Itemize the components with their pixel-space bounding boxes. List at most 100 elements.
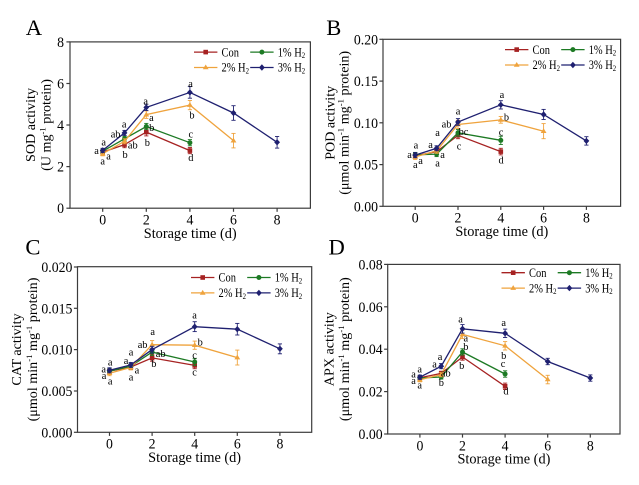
- svg-text:Storage time (d): Storage time (d): [457, 452, 550, 468]
- svg-text:Con: Con: [533, 44, 551, 57]
- svg-text:0.06: 0.06: [359, 299, 383, 316]
- svg-text:0: 0: [99, 212, 106, 229]
- svg-text:b: b: [198, 337, 203, 348]
- svg-text:ab: ab: [442, 120, 452, 131]
- svg-text:a: a: [435, 159, 440, 170]
- svg-text:b: b: [189, 111, 194, 122]
- svg-text:bc: bc: [459, 127, 469, 138]
- svg-text:(μmol min-1 mg-1 protein): (μmol min-1 mg-1 protein): [335, 51, 352, 195]
- svg-text:6: 6: [234, 436, 241, 453]
- svg-text:a: a: [411, 376, 416, 387]
- svg-text:ab: ab: [138, 340, 148, 351]
- svg-text:b: b: [459, 361, 464, 372]
- svg-text:a: a: [149, 113, 154, 124]
- svg-text:a: a: [414, 140, 419, 151]
- svg-text:Con: Con: [219, 272, 237, 285]
- svg-text:D: D: [329, 235, 345, 260]
- svg-text:8: 8: [274, 212, 281, 229]
- svg-text:a: a: [129, 347, 134, 358]
- svg-text:2% H2: 2% H2: [219, 287, 247, 301]
- svg-text:a: a: [101, 138, 106, 149]
- svg-text:A: A: [26, 15, 43, 40]
- svg-text:2% H2: 2% H2: [222, 62, 250, 76]
- svg-text:a: a: [101, 365, 106, 376]
- svg-text:a: a: [428, 140, 433, 151]
- svg-text:b: b: [151, 359, 156, 370]
- svg-text:2: 2: [459, 438, 466, 455]
- svg-text:0.00: 0.00: [354, 199, 378, 216]
- svg-text:SOD activity: SOD activity: [23, 88, 39, 162]
- svg-text:b: b: [504, 113, 509, 124]
- svg-text:4: 4: [57, 118, 64, 135]
- svg-text:a: a: [458, 315, 463, 326]
- svg-text:a: a: [192, 311, 197, 322]
- svg-text:0.20: 0.20: [354, 32, 378, 49]
- svg-text:a: a: [108, 377, 113, 388]
- svg-text:1% H2: 1% H2: [585, 267, 613, 281]
- svg-text:6: 6: [230, 212, 237, 229]
- svg-text:(μmol min-1 mg-1 protein): (μmol min-1 mg-1 protein): [24, 277, 41, 421]
- svg-text:b: b: [149, 123, 154, 134]
- svg-text:0.00: 0.00: [359, 427, 383, 444]
- svg-text:2: 2: [143, 212, 150, 229]
- svg-text:2: 2: [455, 210, 462, 227]
- svg-text:(U mg-1 protein): (U mg-1 protein): [37, 79, 54, 171]
- svg-text:a: a: [417, 365, 422, 376]
- svg-text:Storage time (d): Storage time (d): [148, 450, 241, 466]
- svg-text:b: b: [501, 351, 506, 362]
- svg-text:ab: ab: [441, 368, 451, 379]
- svg-text:a: a: [413, 160, 418, 171]
- svg-text:4: 4: [186, 212, 193, 229]
- svg-text:b: b: [145, 138, 150, 149]
- svg-text:b: b: [122, 150, 127, 161]
- svg-text:a: a: [500, 90, 505, 101]
- svg-text:POD activity: POD activity: [322, 86, 338, 160]
- svg-text:a: a: [150, 327, 155, 338]
- svg-text:a: a: [135, 365, 140, 376]
- svg-text:ab: ab: [156, 349, 166, 360]
- svg-text:a: a: [102, 371, 107, 382]
- svg-text:a: a: [122, 119, 127, 130]
- svg-text:8: 8: [57, 34, 64, 51]
- svg-text:a: a: [456, 107, 461, 118]
- svg-text:a: a: [418, 156, 423, 167]
- svg-text:B: B: [326, 15, 341, 40]
- svg-text:b: b: [439, 378, 444, 389]
- svg-text:0.15: 0.15: [354, 74, 378, 91]
- svg-text:a: a: [129, 373, 134, 384]
- svg-text:b: b: [463, 342, 468, 353]
- svg-text:3% H2: 3% H2: [585, 283, 613, 297]
- svg-text:0.000: 0.000: [41, 425, 72, 442]
- svg-text:0.05: 0.05: [354, 157, 378, 174]
- svg-text:3% H2: 3% H2: [275, 287, 303, 301]
- svg-text:4: 4: [191, 436, 198, 453]
- svg-text:0.015: 0.015: [41, 301, 72, 318]
- svg-text:6: 6: [544, 438, 551, 455]
- svg-text:c: c: [501, 359, 506, 370]
- svg-text:0.04: 0.04: [359, 342, 383, 359]
- svg-text:(μmol min-1 mg-1 protein): (μmol min-1 mg-1 protein): [336, 277, 353, 421]
- svg-text:c: c: [192, 350, 197, 361]
- svg-text:1% H2: 1% H2: [278, 47, 306, 61]
- svg-text:2: 2: [149, 436, 156, 453]
- svg-text:6: 6: [57, 76, 64, 93]
- svg-text:8: 8: [583, 210, 590, 227]
- svg-text:a: a: [188, 79, 193, 90]
- svg-text:8: 8: [276, 436, 283, 453]
- svg-text:Storage time (d): Storage time (d): [144, 226, 237, 242]
- svg-text:d: d: [503, 387, 509, 398]
- svg-text:0: 0: [106, 436, 113, 453]
- svg-text:Con: Con: [529, 267, 547, 280]
- svg-text:1% H2: 1% H2: [589, 44, 617, 58]
- svg-text:0.10: 0.10: [354, 115, 378, 132]
- svg-text:2% H2: 2% H2: [529, 283, 557, 297]
- svg-text:2% H2: 2% H2: [533, 60, 561, 74]
- svg-text:c: c: [188, 130, 193, 141]
- svg-text:2: 2: [57, 159, 64, 176]
- svg-text:a: a: [407, 150, 412, 161]
- svg-text:a: a: [432, 359, 437, 370]
- svg-text:Con: Con: [222, 47, 240, 60]
- svg-text:a: a: [94, 146, 99, 157]
- svg-text:Storage time (d): Storage time (d): [455, 224, 548, 240]
- svg-text:0: 0: [57, 201, 64, 218]
